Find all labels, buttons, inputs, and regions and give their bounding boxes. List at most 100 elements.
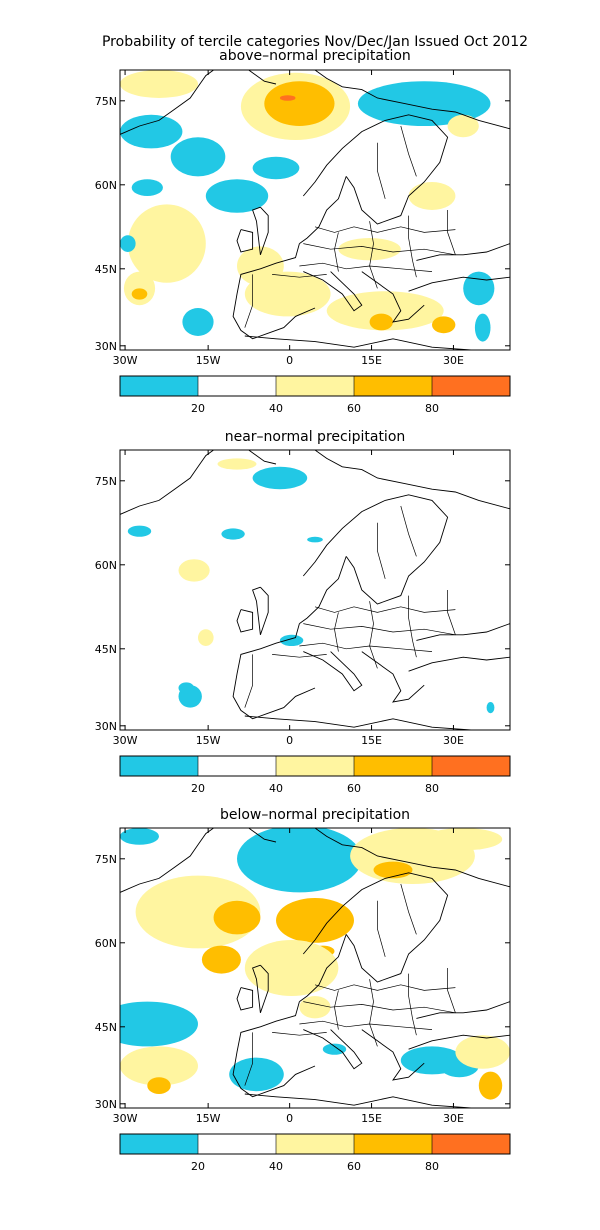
lon-label: 0	[286, 1112, 293, 1125]
probability-contour	[120, 828, 159, 845]
map-frame	[119, 449, 511, 731]
colorbar-label: 40	[269, 402, 283, 415]
lat-label: 30N	[95, 1098, 117, 1111]
coastline	[120, 828, 214, 893]
coastline	[361, 651, 425, 703]
coastline	[248, 828, 277, 843]
probability-contour	[213, 900, 261, 935]
probability-contour	[357, 81, 491, 126]
probability-contour	[326, 291, 444, 331]
coastline	[408, 1034, 510, 1050]
lon-label: 15W	[196, 354, 221, 367]
coastline	[232, 243, 316, 340]
probability-contour	[120, 70, 198, 98]
map-area	[120, 450, 510, 730]
probability-contour	[322, 1043, 347, 1055]
country-border	[408, 595, 417, 658]
probability-contour	[463, 271, 495, 306]
map-frame	[119, 69, 511, 351]
country-border	[244, 1032, 253, 1086]
country-border	[377, 900, 386, 957]
colorbar-segment	[276, 376, 354, 396]
coastline	[416, 243, 510, 261]
coastline	[232, 623, 316, 720]
coastline	[299, 176, 347, 244]
probability-contour	[299, 996, 331, 1019]
colorbar-label: 80	[425, 782, 439, 795]
country-border	[400, 505, 417, 557]
probability-contour	[455, 1035, 510, 1069]
coastline	[361, 1029, 425, 1081]
colorbar-label: 80	[425, 402, 439, 415]
lat-label: 75N	[95, 853, 117, 866]
probability-contour	[474, 313, 491, 342]
coastline	[236, 609, 254, 633]
lat-label: 45N	[95, 1021, 117, 1034]
colorbar-segment	[198, 1134, 276, 1154]
country-border	[400, 125, 417, 177]
colorbar-label: 60	[347, 402, 361, 415]
colorbar: 20 40 60 80	[119, 1133, 511, 1173]
panel-near: near–normal precipitation 75N 60N 45N 30N30W…	[95, 429, 511, 795]
country-border	[272, 654, 327, 658]
lon-label: 15W	[196, 1112, 221, 1125]
coastline	[303, 1029, 363, 1070]
probability-contour	[276, 898, 354, 943]
coastline	[302, 494, 449, 605]
country-border	[244, 654, 253, 708]
colorbar-label: 20	[191, 1160, 205, 1173]
colorbar-segment	[120, 756, 198, 776]
lon-label: 30E	[443, 1112, 464, 1125]
country-border	[400, 883, 417, 935]
panel-below: below–normal precipitation75N60N45N30N30…	[95, 807, 511, 1173]
colorbar-frame	[119, 755, 511, 777]
country-border	[369, 221, 378, 289]
coastline	[314, 70, 510, 130]
coastline	[314, 828, 510, 888]
lat-label: 60N	[95, 937, 117, 950]
country-border	[299, 642, 433, 652]
coastline	[248, 70, 277, 85]
coastline	[120, 450, 214, 515]
probability-contour	[237, 828, 362, 893]
coastline	[244, 715, 472, 730]
probability-contour	[338, 238, 401, 261]
lon-label: 15W	[196, 734, 221, 747]
coastline	[302, 872, 449, 983]
probability-contour	[424, 828, 503, 851]
colorbar-label: 60	[347, 1160, 361, 1173]
colorbar-segment	[432, 756, 510, 776]
probability-contour	[178, 682, 195, 694]
probability-contour	[131, 288, 148, 300]
country-border	[303, 243, 456, 256]
probability-contour	[120, 1001, 198, 1047]
probability-contour	[131, 179, 163, 197]
country-border	[299, 1020, 433, 1030]
probability-contour	[279, 95, 296, 101]
lat-label: 60N	[95, 559, 117, 572]
lat-label: 30N	[95, 340, 117, 353]
lon-label: 30E	[443, 354, 464, 367]
probability-contour	[120, 1046, 198, 1086]
colorbar-segment	[120, 1134, 198, 1154]
coastline	[299, 934, 347, 1002]
coastline	[299, 556, 347, 624]
colorbar-label: 40	[269, 1160, 283, 1173]
probability-contour	[170, 137, 226, 177]
country-border	[334, 612, 339, 652]
panel-above: above–normal precipitation75N60N45N30N30…	[95, 48, 511, 415]
coastline	[232, 1001, 316, 1098]
probability-contour	[447, 114, 479, 138]
lon-label: 0	[286, 354, 293, 367]
probability-contour	[279, 634, 304, 647]
map-area	[120, 828, 510, 1108]
coastline	[252, 206, 269, 255]
coastline	[248, 450, 277, 465]
coastline	[408, 656, 510, 672]
colorbar-segment	[276, 1134, 354, 1154]
country-border	[303, 1001, 456, 1014]
probability-contour	[147, 1077, 171, 1094]
lat-label: 45N	[95, 263, 117, 276]
colorbar-label: 80	[425, 1160, 439, 1173]
lon-label: 15E	[361, 354, 382, 367]
